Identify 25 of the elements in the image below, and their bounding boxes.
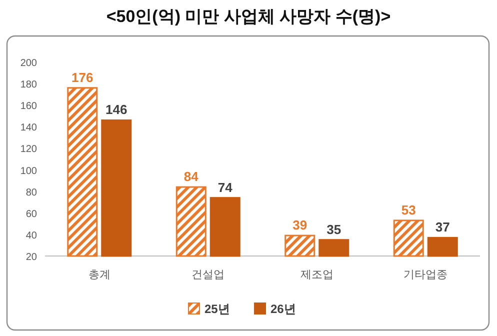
y-tick-label: 80	[26, 187, 38, 198]
data-label: 35	[326, 222, 342, 237]
data-label: 84	[184, 169, 200, 184]
y-tick-label: 40	[26, 230, 38, 242]
x-tick-label: 제조업	[300, 269, 334, 281]
y-tick-label: 20	[26, 252, 38, 263]
data-label: 37	[435, 220, 450, 235]
y-tick-label: 180	[20, 80, 38, 91]
data-label: 176	[72, 70, 94, 85]
y-tick-label: 140	[20, 122, 38, 134]
data-label: 53	[401, 202, 416, 218]
chart-title: <50인(억) 미만 사업체 사망자 수(명)>	[106, 7, 391, 26]
data-label: 74	[218, 180, 234, 195]
x-tick-label: 건설업	[192, 269, 225, 281]
y-tick-label: 200	[20, 58, 38, 69]
data-label: 146	[106, 102, 128, 118]
x-tick-label: 총계	[88, 269, 110, 281]
y-tick-label: 160	[20, 101, 38, 112]
legend-label: 25년	[204, 302, 230, 316]
y-tick-label: 100	[20, 166, 38, 177]
x-tick-label: 기타업종	[404, 269, 448, 281]
data-label: 39	[292, 218, 308, 233]
y-tick-label: 120	[20, 144, 38, 156]
legend-label: 26년	[270, 302, 296, 316]
y-tick-label: 60	[26, 208, 38, 220]
